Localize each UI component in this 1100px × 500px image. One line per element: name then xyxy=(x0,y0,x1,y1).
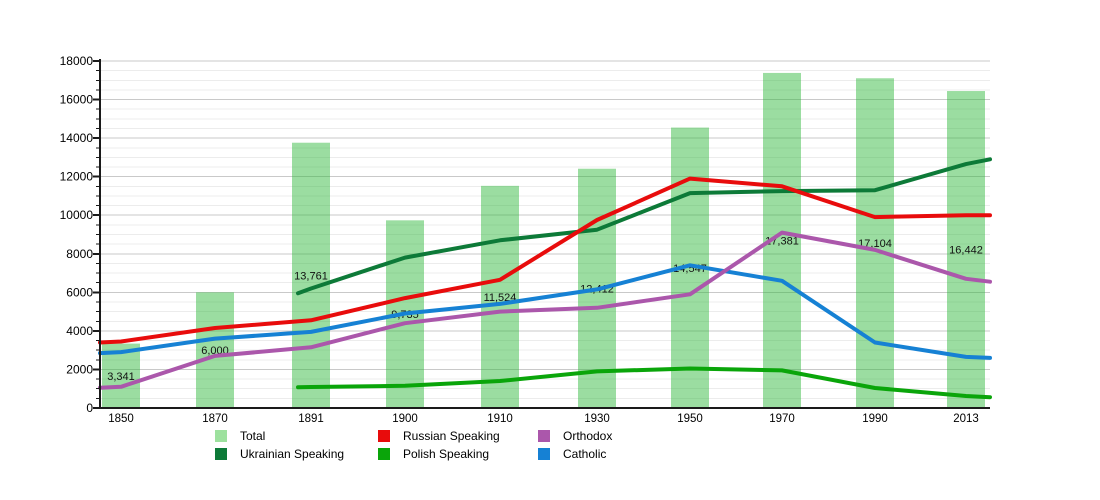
x-axis-tick-label: 1870 xyxy=(202,413,228,425)
y-axis-tick-label: 2000 xyxy=(66,362,93,376)
y-axis-tick-label: 14000 xyxy=(60,131,94,145)
x-axis-tick-label: 1900 xyxy=(392,413,418,425)
line-ukrainian-speaking xyxy=(296,157,992,296)
legend-item-russian-speaking: Russian Speaking xyxy=(378,430,500,442)
y-axis-tick-label: 12000 xyxy=(60,170,94,184)
legend-swatch-russian-speaking xyxy=(378,430,390,442)
total-bar xyxy=(292,142,330,408)
total-bar xyxy=(196,292,234,408)
legend-swatch-orthodox xyxy=(538,430,550,442)
y-axis-tick-label: 10000 xyxy=(60,208,94,222)
legend-item-ukrainian-speaking: Ukrainian Speaking xyxy=(215,448,344,460)
bar-value-label: 13,761 xyxy=(294,270,328,282)
x-axis-tick-label: 1850 xyxy=(108,413,134,425)
x-axis-tick-label: 1990 xyxy=(862,413,888,425)
legend-label-polish-speaking: Polish Speaking xyxy=(403,447,490,461)
legend-swatch-catholic xyxy=(538,448,550,460)
y-axis-tick-label: 4000 xyxy=(66,324,93,338)
x-axis-tick-label: 2013 xyxy=(953,413,979,425)
x-axis-tick-label: 1891 xyxy=(298,413,324,425)
y-axis-tick-label: 8000 xyxy=(66,247,93,261)
legend-label-orthodox: Orthodox xyxy=(563,429,613,443)
legend-item-catholic: Catholic xyxy=(538,448,606,460)
line-russian-speaking xyxy=(98,176,992,345)
line-orthodox xyxy=(98,230,992,390)
x-axis-tick-label: 1910 xyxy=(487,413,513,425)
x-axis-tick-label: 1970 xyxy=(769,413,795,425)
legend-item-orthodox: Orthodox xyxy=(538,430,612,442)
legend-item-total: Total xyxy=(215,430,265,442)
x-axis-tick-label: 1930 xyxy=(584,413,610,425)
line-polish-speaking xyxy=(296,366,992,400)
legend-label-ukrainian-speaking: Ukrainian Speaking xyxy=(240,447,345,461)
y-axis-tick-label: 18000 xyxy=(60,54,94,68)
legend-item-polish-speaking: Polish Speaking xyxy=(378,448,489,460)
legend-label-russian-speaking: Russian Speaking xyxy=(403,429,500,443)
legend-label-catholic: Catholic xyxy=(563,447,607,461)
total-bar xyxy=(856,78,894,408)
y-axis-tick-label: 16000 xyxy=(60,93,94,107)
x-axis-tick-label: 1950 xyxy=(677,413,703,425)
legend-swatch-polish-speaking xyxy=(378,448,390,460)
legend-label-total: Total xyxy=(240,429,266,443)
legend-swatch-total xyxy=(215,430,227,442)
total-bar xyxy=(481,185,519,408)
y-axis-tick-label: 0 xyxy=(86,401,93,415)
line-catholic xyxy=(98,263,992,360)
bar-value-label: 3,341 xyxy=(107,371,135,383)
bar-value-label: 16,442 xyxy=(949,245,983,257)
legend-swatch-ukrainian-speaking xyxy=(215,448,227,460)
y-axis-tick-label: 6000 xyxy=(66,285,93,299)
